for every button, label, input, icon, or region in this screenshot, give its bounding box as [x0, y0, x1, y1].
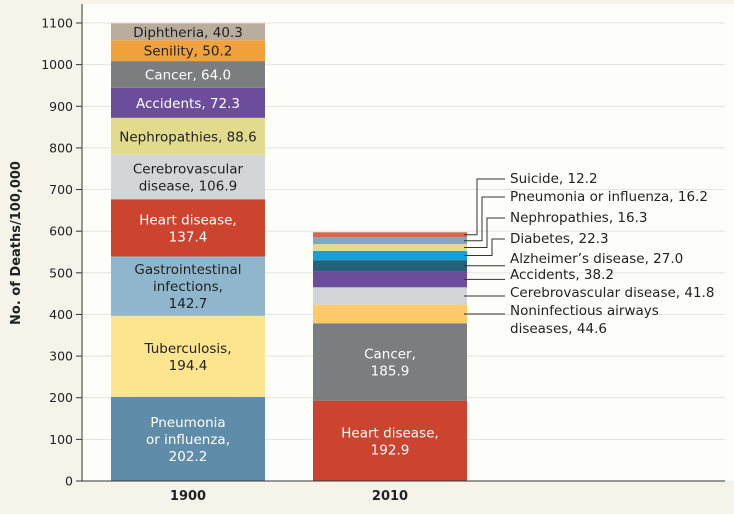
callout-label: Cerebrovascular disease, 41.8 [510, 285, 714, 301]
bar-segment [111, 87, 265, 118]
bar-segment [313, 287, 467, 305]
y-tick-label: 200 [49, 390, 73, 405]
y-tick-label: 300 [49, 349, 73, 364]
data-label: Tuberculosis, [144, 341, 232, 357]
y-tick-label: 0 [65, 474, 73, 489]
callout-label: diseases, 44.6 [510, 321, 607, 337]
callout-label: Noninfectious airways [510, 303, 659, 319]
y-tick-label: 1100 [41, 16, 73, 31]
bar-segment [111, 40, 265, 62]
callout-label: Alzheimer’s disease, 27.0 [510, 251, 683, 267]
data-label: Cerebrovascular [133, 161, 244, 177]
data-label: Nephropathies, 88.6 [119, 129, 256, 145]
callout-label: Suicide, 12.2 [510, 171, 598, 187]
bar-segment [111, 154, 265, 200]
data-label: 192.9 [371, 442, 410, 458]
data-label: 202.2 [169, 449, 208, 465]
data-label: disease, 106.9 [139, 178, 238, 194]
data-label: Accidents, 72.3 [136, 96, 240, 112]
data-label: Cancer, [364, 346, 416, 362]
callout-label: Accidents, 38.2 [510, 267, 614, 283]
y-tick-label: 500 [49, 265, 73, 280]
bar-segment [313, 400, 467, 481]
data-label: Diphtheria, 40.3 [133, 25, 243, 41]
x-tick-label: 2010 [372, 489, 408, 504]
data-label: 194.4 [169, 358, 208, 374]
data-label: Heart disease, [341, 425, 438, 441]
y-axis-label: No. of Deaths/100,000 [9, 161, 24, 325]
y-tick-label: 400 [49, 307, 73, 322]
bar-segment [111, 61, 265, 88]
data-label: Gastrointestinal [134, 262, 241, 278]
data-label: infections, [153, 279, 223, 295]
data-label: or influenza, [146, 432, 230, 448]
bar-segment [313, 304, 467, 324]
data-label: Pneumonia [150, 415, 225, 431]
callout-label: Pneumonia or influenza, 16.2 [510, 189, 708, 205]
leader-line [464, 238, 505, 257]
y-tick-label: 1000 [41, 57, 73, 72]
bar-segment [111, 23, 265, 41]
leader-line [464, 196, 505, 242]
bar-segment [111, 396, 265, 481]
leader-line [464, 217, 505, 248]
bar-segment [313, 260, 467, 272]
bar-segment [111, 315, 265, 397]
bar-segment [313, 244, 467, 251]
data-label: Heart disease, [139, 212, 236, 228]
callout-label: Diabetes, 22.3 [510, 231, 609, 247]
bar-segment [313, 271, 467, 288]
bar-segment [313, 237, 467, 245]
data-label: 137.4 [169, 229, 208, 245]
y-tick-label: 900 [49, 99, 73, 114]
data-label: 185.9 [371, 363, 410, 379]
y-tick-label: 800 [49, 140, 73, 155]
x-tick-label: 1900 [170, 489, 206, 504]
bar-segment [111, 199, 265, 257]
y-tick-label: 700 [49, 182, 73, 197]
bar-segment [313, 323, 467, 401]
bar-segment [111, 256, 265, 316]
y-tick-label: 100 [49, 432, 73, 447]
bar-segment [313, 250, 467, 261]
y-tick-label: 600 [49, 224, 73, 239]
data-label: 142.7 [169, 296, 208, 312]
data-label: Senility, 50.2 [144, 44, 233, 60]
leader-line [464, 178, 505, 236]
data-label: Cancer, 64.0 [145, 67, 231, 83]
bar-segment [111, 117, 265, 155]
callout-label: Nephropathies, 16.3 [510, 210, 647, 226]
bar-segment [313, 232, 467, 238]
